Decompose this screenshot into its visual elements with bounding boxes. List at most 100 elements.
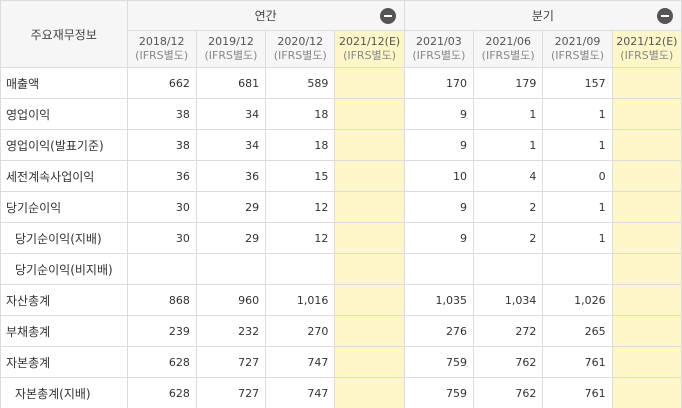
standard: (IFRS별도) <box>412 49 466 62</box>
value-cell: 30 <box>126 191 197 223</box>
value-cell: 2 <box>473 191 544 223</box>
value-cell: 272 <box>473 315 544 347</box>
standard: (IFRS별도) <box>204 49 258 62</box>
value-cell: 727 <box>195 377 267 408</box>
value-cell: 681 <box>195 67 267 99</box>
value-cell: 747 <box>265 346 336 378</box>
row-label: 매출액 <box>0 67 128 99</box>
value-cell: 12 <box>265 222 336 254</box>
data-row: 당기순이익(비지배) <box>0 253 682 285</box>
value-cell: 157 <box>542 67 613 99</box>
value-cell: 662 <box>126 67 197 99</box>
value-cell: 762 <box>473 377 544 408</box>
value-cell: 589 <box>265 67 336 99</box>
value-cell: 1,034 <box>473 284 544 316</box>
value-cell: 36 <box>195 160 267 192</box>
value-cell: 29 <box>195 191 267 223</box>
value-cell: 761 <box>542 346 613 378</box>
value-cell: 759 <box>403 346 475 378</box>
value-cell <box>334 129 405 161</box>
period-header: 2021/09 (IFRS별도) <box>542 30 613 68</box>
value-cell: 232 <box>195 315 267 347</box>
value-cell: 727 <box>195 346 267 378</box>
period: 2020/12 <box>277 35 324 48</box>
data-row: 세전계속사업이익 36 36 15 10 4 0 <box>0 160 682 192</box>
standard: (IFRS별도) <box>343 49 397 62</box>
value-cell: 1 <box>542 129 613 161</box>
value-cell: 9 <box>403 222 475 254</box>
period: 2019/12 <box>208 35 254 48</box>
period-header: 2021/12(E) (IFRS별도) <box>611 30 682 68</box>
data-row: 영업이익(발표기준) 38 34 18 9 1 1 <box>0 129 682 161</box>
value-cell <box>611 253 682 285</box>
value-cell <box>542 253 613 285</box>
value-cell: 18 <box>265 129 336 161</box>
value-cell <box>334 160 405 192</box>
value-cell: 270 <box>265 315 336 347</box>
value-cell: 761 <box>542 377 613 408</box>
value-cell <box>403 253 475 285</box>
value-cell: 628 <box>126 346 197 378</box>
value-cell: 38 <box>126 98 197 130</box>
collapse-button[interactable] <box>379 8 396 24</box>
header-row: 주요재무정보 연간 분기 <box>0 0 682 68</box>
value-cell <box>611 160 682 192</box>
value-cell: 1 <box>473 129 544 161</box>
period: 2021/06 <box>485 35 532 48</box>
value-cell: 9 <box>403 191 475 223</box>
standard: (IFRS별도) <box>135 49 189 62</box>
period-header: 2019/12 (IFRS별도) <box>195 30 267 68</box>
row-label: 세전계속사업이익 <box>0 160 128 192</box>
value-cell: 10 <box>403 160 475 192</box>
period-header: 2021/12(E) (IFRS별도) <box>334 30 405 68</box>
value-cell: 38 <box>126 129 197 161</box>
value-cell <box>611 191 682 223</box>
data-row: 자본총계(지배) 628 727 747 759 762 761 <box>0 377 682 408</box>
row-label: 영업이익 <box>0 98 128 130</box>
value-cell <box>334 222 405 254</box>
value-cell: 12 <box>265 191 336 223</box>
data-row: 부채총계 239 232 270 276 272 265 <box>0 315 682 347</box>
value-cell: 747 <box>265 377 336 408</box>
value-cell: 1 <box>542 222 613 254</box>
value-cell: 29 <box>195 222 267 254</box>
value-cell: 170 <box>403 67 475 99</box>
value-cell <box>334 377 405 408</box>
value-cell <box>126 253 197 285</box>
group-header: 분기 <box>403 0 682 31</box>
value-cell <box>334 315 405 347</box>
standard: (IFRS별도) <box>550 49 604 62</box>
value-cell: 9 <box>403 98 475 130</box>
value-cell: 1,035 <box>403 284 475 316</box>
period: 2018/12 <box>138 35 185 48</box>
data-row: 자산총계 868 960 1,016 1,035 1,034 1,026 <box>0 284 682 316</box>
period-header: 2021/06 (IFRS별도) <box>473 30 544 68</box>
period-row: 2018/12 (IFRS별도) 2019/12 (IFRS별도) 2020/12 (IF… <box>1 30 682 68</box>
period-header: 2018/12 (IFRS별도) <box>126 30 197 68</box>
row-label: 자본총계 <box>0 346 128 378</box>
row-label: 부채총계 <box>0 315 128 347</box>
group-header: 연간 <box>126 0 405 31</box>
value-cell: 628 <box>126 377 197 408</box>
value-cell <box>611 284 682 316</box>
value-cell: 15 <box>265 160 336 192</box>
group-label: 분기 <box>531 9 554 23</box>
collapse-button[interactable] <box>657 8 673 24</box>
period: 2021/09 <box>554 35 601 48</box>
value-cell: 960 <box>195 284 267 316</box>
value-cell: 9 <box>403 129 475 161</box>
value-cell <box>195 253 267 285</box>
period: 2021/03 <box>416 35 462 48</box>
value-cell: 179 <box>473 67 544 99</box>
standard: (IFRS별도) <box>481 49 535 62</box>
data-row: 매출액 662 681 589 170 179 157 <box>0 67 682 99</box>
data-row: 당기순이익(지배) 30 29 12 9 2 1 <box>0 222 682 254</box>
value-cell <box>611 98 682 130</box>
value-cell <box>334 253 405 285</box>
value-cell <box>265 253 336 285</box>
value-cell <box>611 129 682 161</box>
value-cell <box>334 191 405 223</box>
value-cell: 4 <box>473 160 544 192</box>
value-cell: 1 <box>473 98 544 130</box>
